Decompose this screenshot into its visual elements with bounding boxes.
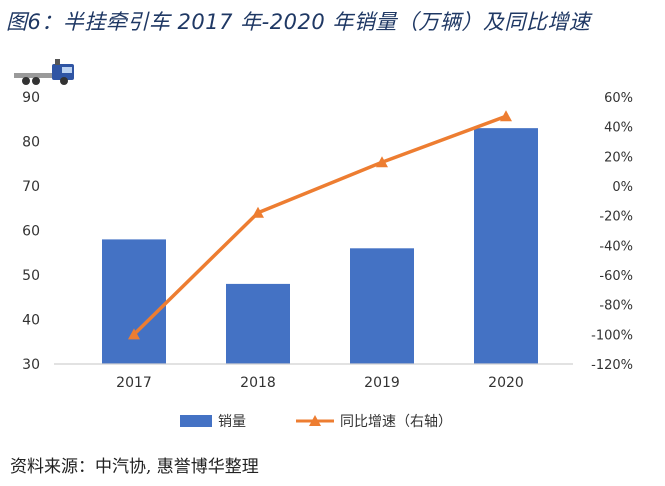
bar-2017	[102, 239, 166, 364]
y-right-tick-label: -120%	[591, 358, 633, 373]
y-left-tick-label: 30	[22, 357, 40, 373]
y-right-tick-label: -40%	[599, 239, 633, 254]
y-left-tick-label: 80	[22, 135, 40, 151]
y-right-tick-label: 60%	[604, 91, 633, 106]
legend-bar-swatch	[180, 415, 212, 427]
y-left-tick-label: 60	[22, 224, 40, 240]
chart: 30 40 50 60 70 80 90 -120% -100% -80% -60% -40% -20…	[14, 59, 633, 430]
legend-line-label: 同比增速（右轴）	[340, 414, 452, 430]
growth-point-2018	[252, 206, 264, 218]
legend-bar-label: 销量	[218, 414, 246, 430]
y-right-tick-label: 40%	[604, 121, 633, 136]
bar-2018	[226, 283, 290, 364]
y-right-tick-label: -100%	[591, 328, 633, 343]
growth-point-2017	[128, 328, 140, 340]
y-right-tick-label: -80%	[599, 299, 633, 314]
growth-point-2020	[500, 110, 512, 122]
y-right-tick-label: 20%	[604, 150, 633, 165]
source-note: 资料来源：中汽协, 惠誉博华整理	[10, 457, 259, 477]
y-right-tick-label: 0%	[612, 180, 633, 195]
y-left-tick-label: 70	[22, 179, 40, 195]
growth-line	[132, 114, 507, 336]
x-tick-label: 2020	[488, 375, 524, 391]
y-right-tick-label: -20%	[599, 210, 633, 225]
semi-truck-icon	[14, 59, 74, 85]
bar-2019	[350, 248, 414, 364]
page-title: 图6：半挂牵引车 2017 年-2020 年销量（万辆）及同比增速	[6, 10, 591, 34]
x-tick-label: 2018	[240, 375, 276, 391]
x-tick-label: 2017	[116, 375, 152, 391]
growth-point-2019	[376, 156, 388, 168]
bar-2020	[474, 128, 538, 364]
legend-line-marker	[309, 415, 321, 426]
y-left-tick-label: 40	[22, 313, 40, 329]
y-right-tick-label: -60%	[599, 269, 633, 284]
y-left-tick-label: 90	[22, 90, 40, 106]
x-tick-label: 2019	[364, 375, 400, 391]
y-left-tick-label: 50	[22, 268, 40, 284]
